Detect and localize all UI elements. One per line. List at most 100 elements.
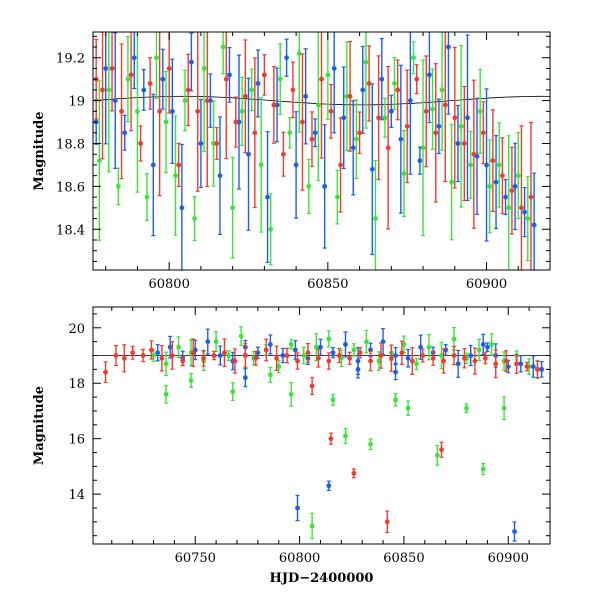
data-point: [388, 108, 394, 114]
data-point: [326, 358, 332, 364]
data-point: [420, 145, 426, 151]
data-point: [230, 205, 236, 211]
data-point: [468, 162, 474, 168]
data-point: [267, 342, 273, 347]
data-point: [163, 391, 169, 397]
data-point: [150, 162, 156, 168]
data-point: [378, 353, 384, 358]
data-point: [512, 529, 517, 534]
data-point: [399, 350, 405, 356]
data-point: [274, 355, 280, 361]
data-point: [157, 108, 163, 114]
data-point: [347, 93, 353, 99]
data-point: [217, 173, 223, 179]
data-point: [296, 51, 302, 56]
data-point: [312, 130, 318, 136]
data-point: [401, 171, 407, 176]
data-point: [253, 355, 259, 361]
data-point: [426, 344, 432, 350]
data-point: [252, 130, 258, 136]
data-point: [411, 55, 416, 61]
data-point: [135, 108, 140, 114]
data-point: [515, 173, 521, 179]
data-point: [109, 66, 115, 71]
data-point: [482, 355, 488, 361]
data-point: [455, 141, 461, 146]
data-point: [182, 98, 188, 104]
data-point: [185, 87, 191, 93]
data-point: [301, 353, 307, 358]
data-point: [226, 353, 232, 358]
data-point: [242, 93, 248, 99]
data-point: [334, 194, 340, 200]
y-tick-label: 19.2: [56, 52, 85, 67]
data-point: [267, 372, 273, 378]
series-green: [151, 326, 540, 540]
data-point: [119, 108, 124, 114]
data-point: [318, 344, 323, 350]
data-point: [496, 162, 502, 168]
data-point: [449, 179, 455, 185]
data-point: [151, 353, 156, 358]
y-tick-label: 18.8: [56, 137, 85, 152]
data-point: [392, 81, 397, 86]
data-point: [506, 205, 512, 211]
data-point: [417, 158, 423, 164]
data-point: [341, 115, 347, 121]
data-point: [233, 119, 239, 125]
data-point: [350, 145, 356, 151]
data-point: [487, 183, 493, 189]
data-point: [232, 358, 238, 364]
series-blue: [155, 327, 545, 542]
x-tick-label: 60900: [466, 277, 507, 292]
data-point: [376, 358, 382, 364]
data-point: [167, 344, 173, 350]
data-point: [326, 336, 332, 342]
data-point: [373, 216, 378, 221]
data-point: [268, 226, 274, 232]
data-point: [418, 344, 424, 350]
data-point: [188, 378, 194, 383]
data-point: [458, 123, 464, 129]
data-point: [100, 87, 105, 93]
data-point: [384, 519, 390, 525]
data-point: [249, 87, 255, 93]
y-tick-label: 14: [68, 488, 85, 503]
data-point: [427, 72, 432, 78]
data-point: [465, 115, 470, 121]
y-tick-label: 18: [68, 377, 85, 392]
data-point: [360, 87, 366, 93]
data-point: [103, 369, 108, 375]
data-point: [204, 98, 210, 104]
data-point: [343, 342, 348, 347]
data-point: [363, 339, 369, 345]
data-point: [331, 66, 337, 71]
x-tick-label: 60850: [307, 277, 348, 292]
data-point: [455, 361, 461, 367]
data-point: [493, 361, 499, 367]
x-tick-label: 60850: [383, 551, 424, 566]
data-point: [501, 405, 507, 411]
data-point: [198, 141, 204, 146]
data-point: [480, 130, 486, 136]
x-tick-label: 60800: [148, 277, 189, 292]
data-point: [213, 339, 219, 345]
data-point: [230, 389, 236, 394]
data-point: [319, 76, 324, 82]
data-point: [287, 130, 293, 136]
data-point: [439, 353, 444, 358]
data-point: [363, 59, 369, 65]
data-point: [357, 130, 362, 136]
data-point: [499, 173, 505, 179]
data-point: [159, 355, 165, 361]
data-point: [343, 433, 348, 439]
data-point: [369, 166, 375, 172]
data-point: [214, 141, 220, 146]
data-point: [328, 436, 334, 442]
data-point: [347, 355, 353, 361]
data-point: [405, 355, 411, 361]
plot-area: [93, 32, 550, 270]
series-green: [96, 32, 531, 270]
data-point: [313, 344, 319, 350]
x-tick-label: 60800: [279, 551, 320, 566]
